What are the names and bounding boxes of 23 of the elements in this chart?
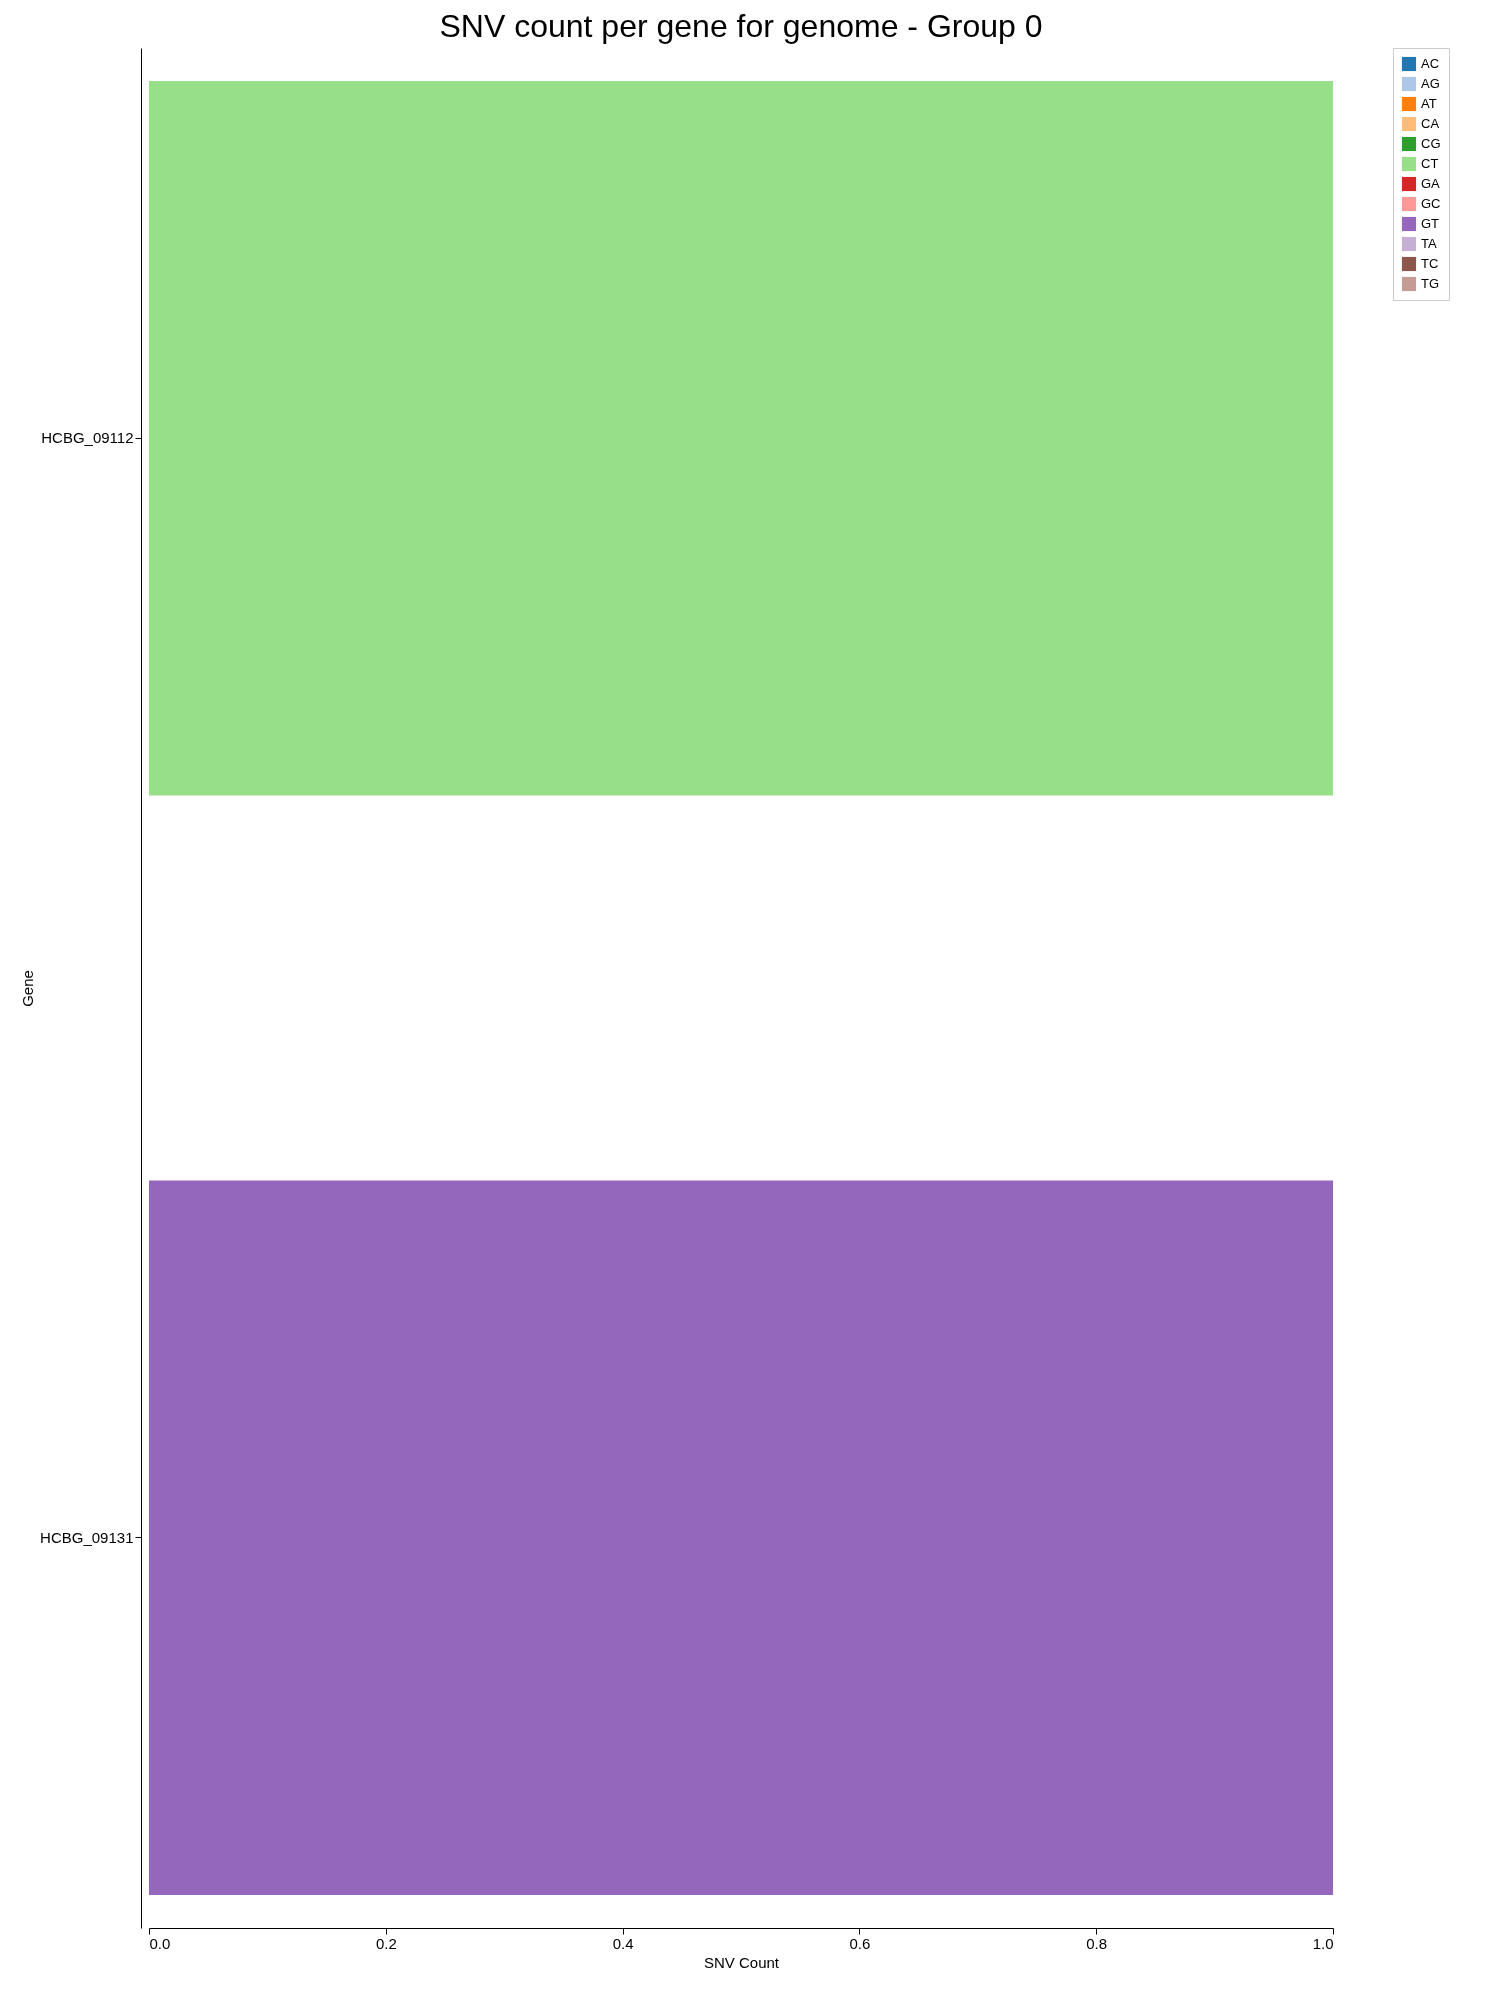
legend-label: TG xyxy=(1421,276,1440,291)
legend-label: AC xyxy=(1421,56,1440,71)
legend-label: TA xyxy=(1421,236,1437,251)
legend-label: CA xyxy=(1421,116,1440,131)
x-tick-label: 0.6 xyxy=(849,1934,871,1952)
y-tick-label: HCBG_09131 xyxy=(40,1528,134,1546)
legend-label: CT xyxy=(1421,156,1439,171)
x-tick-label: 1.0 xyxy=(1312,1934,1334,1952)
legend-label: TC xyxy=(1421,256,1439,271)
y-tick-label: HCBG_09112 xyxy=(41,429,134,447)
legend-label: GA xyxy=(1421,176,1441,191)
legend-label: GC xyxy=(1421,196,1441,211)
y-axis-title: Gene xyxy=(19,970,37,1007)
text: SNV count per gene for genome - Group 0 xyxy=(439,7,1043,44)
legend-label: AT xyxy=(1421,96,1437,111)
x-tick-label: 0.0 xyxy=(149,1934,171,1952)
x-tick-label: 0.2 xyxy=(375,1934,397,1952)
legend-label: AG xyxy=(1421,76,1440,91)
x-tick-label: 0.8 xyxy=(1086,1934,1108,1952)
x-tick-label: 0.4 xyxy=(612,1934,634,1952)
legend-label: CG xyxy=(1421,136,1441,151)
legend-label: GT xyxy=(1421,216,1440,231)
x-axis-title: SNV Count xyxy=(703,1953,780,1971)
